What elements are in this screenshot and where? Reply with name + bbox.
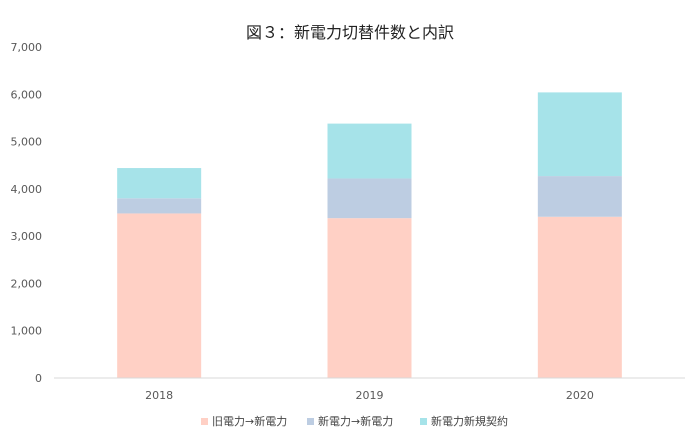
x-tick-label: 2020 [566, 389, 594, 402]
y-tick-label: 1,000 [11, 325, 43, 338]
bar-segment-2019-series-1 [327, 218, 412, 378]
bar-segment-2020-series-3 [537, 92, 622, 177]
legend-swatch [201, 418, 208, 425]
bar-segment-2019-series-3 [327, 123, 412, 179]
y-tick-label: 6,000 [11, 88, 43, 101]
y-tick-label: 7,000 [11, 41, 43, 54]
x-tick-label: 2019 [356, 389, 384, 402]
bar-segment-2019-series-2 [327, 178, 412, 219]
bar-segment-2018-series-1 [117, 213, 202, 378]
legend-label: 旧電力→新電力 [212, 414, 287, 428]
bar-segment-2020-series-2 [537, 176, 622, 217]
y-axis: 0 1,000 2,000 3,000 4,000 5,000 6,000 7,000 [11, 41, 43, 385]
bar-segment-2018-series-2 [117, 198, 202, 214]
y-tick-label: 0 [35, 372, 42, 385]
legend-label: 新電力→新電力 [318, 414, 393, 428]
bars [117, 92, 622, 378]
y-tick-label: 3,000 [11, 230, 43, 243]
legend: 旧電力→新電力 新電力→新電力 新電力新規契約 [201, 414, 508, 428]
y-tick-label: 5,000 [11, 136, 43, 149]
chart-title: 図３：新電力切替件数と内訳 [246, 23, 454, 42]
legend-label: 新電力新規契約 [431, 414, 508, 428]
legend-swatch [420, 418, 427, 425]
x-tick-label: 2018 [145, 389, 173, 402]
bar-segment-2018-series-3 [117, 168, 202, 199]
y-tick-label: 2,000 [11, 277, 43, 290]
x-axis: 2018 2019 2020 [145, 389, 594, 402]
bar-segment-2020-series-1 [537, 216, 622, 378]
y-tick-label: 4,000 [11, 183, 43, 196]
legend-swatch [307, 418, 314, 425]
